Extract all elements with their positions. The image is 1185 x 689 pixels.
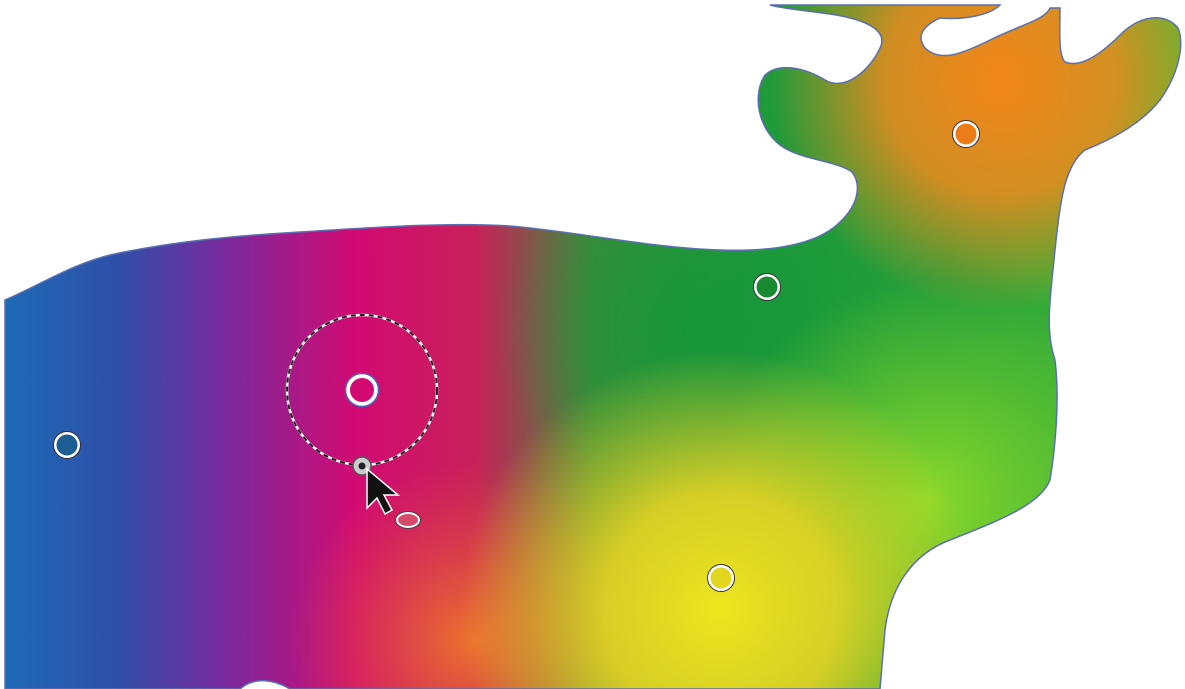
cursor-badge-ring <box>395 511 421 529</box>
color-stop-ring <box>753 273 781 301</box>
color-stop[interactable] <box>952 120 980 148</box>
selected-color-stop[interactable] <box>346 374 378 406</box>
cursor-badge <box>396 512 420 528</box>
color-stop-ring <box>707 564 735 592</box>
color-stop[interactable] <box>53 431 81 459</box>
selected-stop-ring <box>344 372 380 408</box>
color-stop[interactable] <box>707 564 735 592</box>
color-stop-ring <box>952 120 980 148</box>
color-stop[interactable] <box>753 273 781 301</box>
cursor <box>366 467 401 516</box>
color-stop-ring <box>53 431 81 459</box>
spread-handle-dot <box>358 462 366 470</box>
